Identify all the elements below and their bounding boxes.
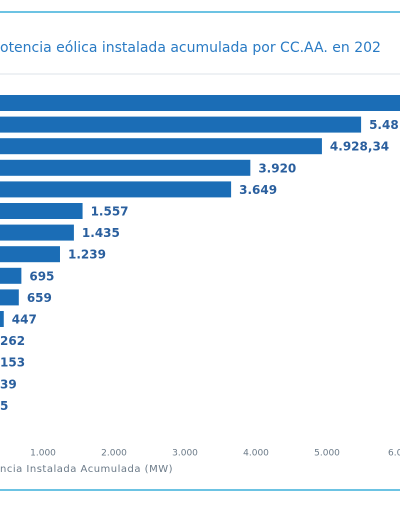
x-axis-label: ncia Instalada Acumulada (MW)	[0, 464, 173, 475]
value-label: 1.239	[68, 248, 106, 262]
value-label: 5.48	[369, 118, 399, 132]
bar	[0, 95, 400, 111]
value-label: 262	[0, 334, 25, 348]
value-label: 1.435	[82, 226, 120, 240]
bar	[0, 159, 251, 176]
value-label: 39	[0, 377, 17, 391]
value-label: 3.649	[239, 183, 277, 197]
value-label: 447	[12, 313, 37, 327]
chart-title: otencia eólica instalada acumulada por C…	[0, 40, 381, 56]
bar	[0, 246, 60, 263]
value-label: 1.557	[91, 205, 129, 219]
x-tick-label: 3.000	[172, 449, 198, 459]
value-label: 695	[29, 269, 54, 283]
bar	[0, 224, 74, 241]
x-tick-label: 1.000	[30, 449, 56, 459]
value-label: 5	[0, 399, 8, 413]
x-tick-label: 4.000	[243, 449, 269, 459]
bar	[0, 181, 232, 198]
bar	[0, 311, 4, 327]
bar	[0, 267, 22, 284]
bar	[0, 203, 83, 219]
x-tick-label: 5.000	[314, 449, 340, 459]
x-tick-label: 6.00	[388, 449, 400, 459]
x-tick-label: 2.000	[101, 449, 127, 459]
value-label: 659	[27, 291, 52, 305]
bar	[0, 116, 362, 133]
value-label: 4.928,34	[330, 140, 389, 154]
value-label: 153	[0, 356, 25, 370]
value-label: 3.920	[258, 161, 296, 175]
bar	[0, 138, 322, 155]
bar	[0, 289, 19, 306]
